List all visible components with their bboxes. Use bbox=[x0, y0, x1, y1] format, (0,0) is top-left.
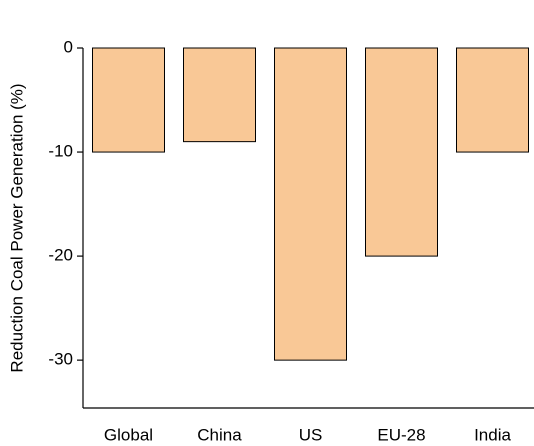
bar bbox=[365, 47, 438, 257]
y-tick-label: 0 bbox=[64, 37, 73, 56]
bar bbox=[456, 47, 529, 153]
bar bbox=[183, 47, 256, 143]
x-tick-label: China bbox=[197, 425, 242, 444]
bar bbox=[92, 47, 165, 153]
y-tick-label: -20 bbox=[48, 246, 73, 265]
x-tick-label: Global bbox=[104, 425, 153, 444]
y-axis-label: Reduction Coal Power Generation (%) bbox=[7, 83, 26, 372]
bar bbox=[274, 47, 347, 361]
x-tick-label: US bbox=[299, 425, 323, 444]
y-tick-label: -30 bbox=[48, 350, 73, 369]
x-tick-label: EU-28 bbox=[377, 425, 425, 444]
x-tick-label: India bbox=[474, 425, 511, 444]
y-tick-label: -10 bbox=[48, 142, 73, 161]
